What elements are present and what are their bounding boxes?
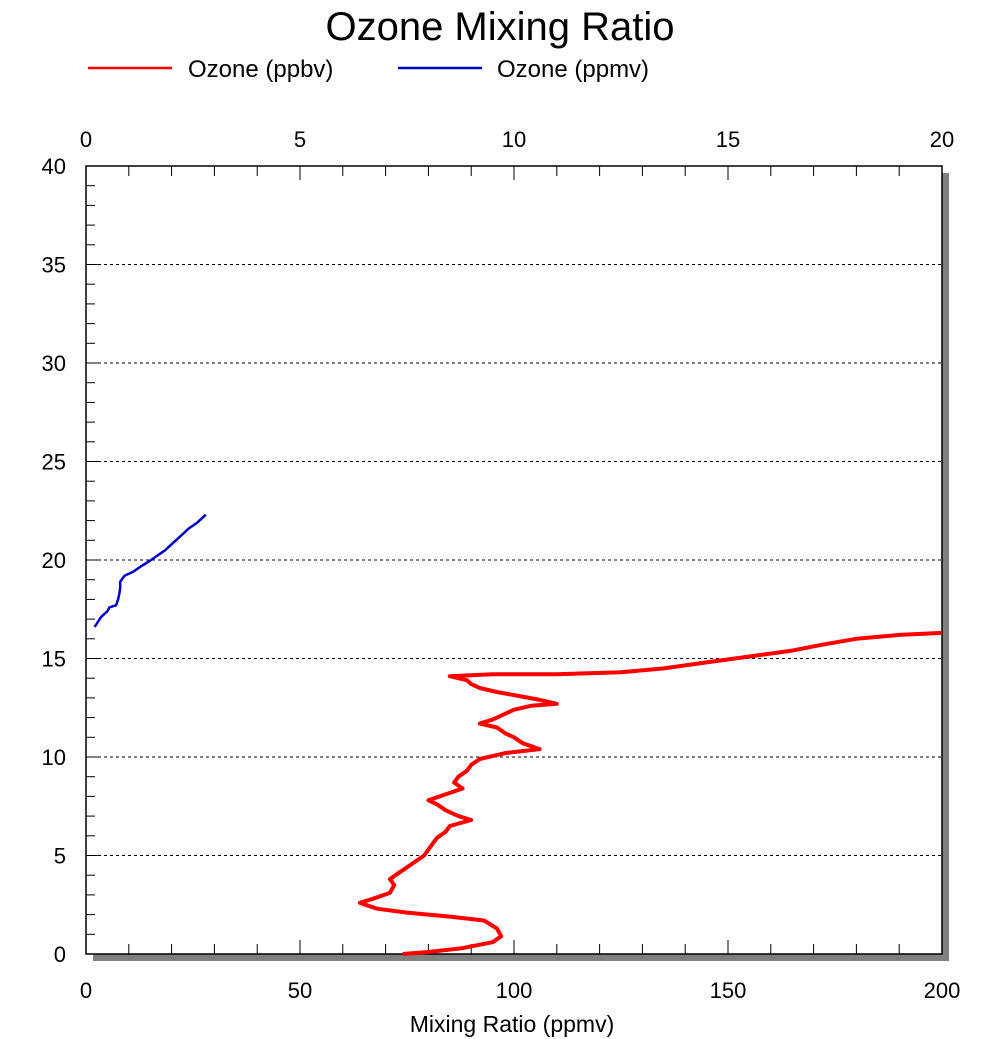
y-tick-label: 20 — [42, 548, 66, 573]
x-axis-label: Mixing Ratio (ppmv) — [410, 1011, 615, 1037]
tick-labels: 0 5 10 15 20 25 30 35 40 0 50 100 150 200 0 5 10 15 20 — [42, 127, 961, 1003]
y-tick-label: 0 — [54, 942, 66, 967]
y-tick-label: 35 — [42, 253, 66, 278]
x-top-tick-label: 10 — [502, 127, 526, 152]
x-top-tick-label: 0 — [80, 127, 92, 152]
x-bottom-tick-label: 100 — [496, 978, 533, 1003]
legend: Ozone (ppbv) Ozone (ppmv) — [88, 56, 649, 83]
x-bottom-tick-label: 150 — [710, 978, 747, 1003]
x-top-tick-label: 15 — [716, 127, 740, 152]
legend-label-ppmv: Ozone (ppmv) — [497, 56, 649, 83]
chart-title: Ozone Mixing Ratio — [325, 5, 674, 49]
x-bottom-tick-label: 0 — [80, 978, 92, 1003]
x-bottom-tick-label: 200 — [924, 978, 961, 1003]
y-tick-label: 5 — [54, 844, 66, 869]
axis-ticks — [85, 165, 943, 955]
legend-label-ppbv: Ozone (ppbv) — [188, 56, 333, 83]
y-tick-label: 15 — [42, 647, 66, 672]
x-top-tick-label: 20 — [930, 127, 954, 152]
x-bottom-tick-label: 50 — [288, 978, 312, 1003]
series-line-1 — [93, 513, 207, 628]
y-tick-label: 40 — [42, 154, 66, 179]
series-line-0 — [357, 630, 943, 956]
series-lines — [93, 513, 943, 956]
x-top-tick-label: 5 — [294, 127, 306, 152]
gridlines — [86, 264, 942, 856]
y-tick-label: 30 — [42, 351, 66, 376]
y-tick-label: 25 — [42, 450, 66, 475]
y-tick-label: 10 — [42, 745, 66, 770]
